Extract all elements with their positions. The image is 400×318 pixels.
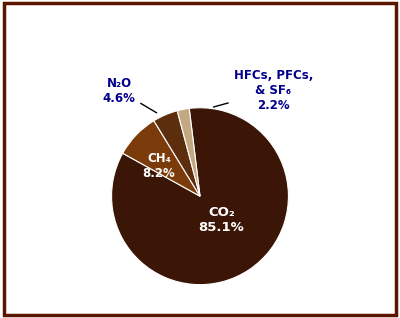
Text: (percents based on Tg CO₂ Eq.): (percents based on Tg CO₂ Eq.) [71, 45, 329, 60]
Text: CO₂
85.1%: CO₂ 85.1% [199, 206, 244, 234]
Text: CH₄
8.2%: CH₄ 8.2% [143, 152, 175, 180]
Text: N₂O
4.6%: N₂O 4.6% [103, 77, 157, 113]
Wedge shape [154, 111, 200, 196]
Wedge shape [123, 121, 200, 196]
Text: HFCs, PFCs,
& SF₆
2.2%: HFCs, PFCs, & SF₆ 2.2% [214, 69, 313, 112]
Wedge shape [177, 108, 200, 196]
Text: 2008 Greenhouse Gas Emissions by Gas: 2008 Greenhouse Gas Emissions by Gas [35, 15, 365, 30]
Wedge shape [112, 108, 288, 285]
